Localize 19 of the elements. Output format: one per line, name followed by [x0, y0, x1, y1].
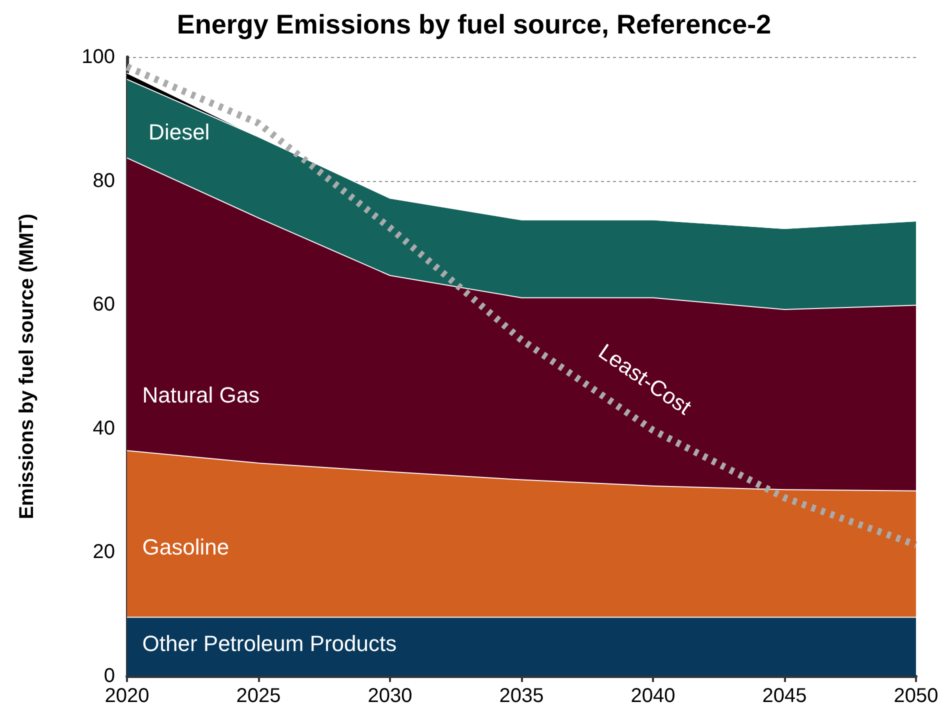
- x-tick-label: 2050: [894, 685, 938, 707]
- y-axis-title: Emissions by fuel source (MMT): [16, 214, 38, 520]
- series-label: Other Petroleum Products: [142, 630, 397, 656]
- y-tick-label: 100: [82, 46, 115, 68]
- x-tick-label: 2025: [236, 685, 281, 707]
- x-tick-label: 2030: [368, 685, 412, 707]
- y-tick-label: 0: [104, 665, 115, 687]
- y-tick-label: 80: [92, 170, 115, 192]
- series-label: Gasoline: [142, 534, 230, 560]
- chart-title: Energy Emissions by fuel source, Reference-2: [176, 10, 772, 40]
- x-tick-label: 2040: [630, 685, 676, 707]
- series-label: Diesel: [148, 120, 210, 145]
- x-tick-label: 2035: [499, 685, 544, 707]
- x-tick-label: 2045: [762, 685, 807, 707]
- y-tick-label: 40: [92, 417, 115, 440]
- y-tick-label: 20: [92, 541, 115, 564]
- y-tick-label: 60: [92, 294, 115, 316]
- series-label: Natural Gas: [142, 382, 260, 408]
- x-tick-label: 2020: [104, 685, 150, 707]
